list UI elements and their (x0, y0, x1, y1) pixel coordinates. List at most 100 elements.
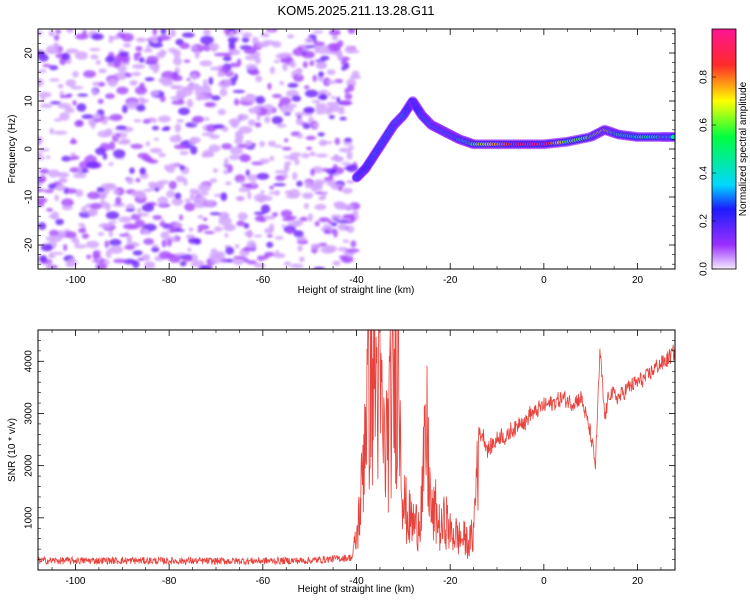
heatmap-cell (154, 187, 160, 192)
snr-panel: -100 -80 -60 -40 -20 0 20 1000 2000 3000 4000 Hei… (7, 329, 676, 595)
heatmap-cell (255, 95, 266, 105)
heatmap-cell (253, 211, 266, 215)
heatmap-cell (92, 250, 100, 259)
heatmap-cell (305, 135, 317, 141)
heatmap-cell (108, 141, 116, 151)
heatmap-cell (174, 123, 182, 133)
heatmap-cell (350, 240, 357, 248)
heatmap-cell (237, 113, 249, 121)
heatmap-cell (57, 172, 70, 178)
heatmap-cell (137, 152, 150, 159)
colorbar-tick-label: 0.0 (699, 262, 710, 276)
heatmap-cell (145, 141, 151, 147)
heatmap-cell (188, 237, 200, 244)
x-tick-label: -100 (65, 576, 85, 587)
heatmap-cell (49, 65, 59, 71)
heatmap-cell (90, 54, 99, 60)
heatmap-cell (49, 78, 60, 82)
heatmap-cell (179, 261, 187, 267)
heatmap-cell (201, 132, 214, 137)
heatmap-cell (51, 251, 64, 255)
heatmap-cell (227, 164, 233, 173)
heatmap-cell (91, 33, 104, 41)
heatmap-cell (344, 45, 355, 54)
heatmap-cell (295, 117, 303, 126)
heatmap-cell (353, 210, 359, 215)
heatmap-cell (341, 162, 351, 166)
heatmap-cell (261, 195, 273, 201)
heatmap-cell (90, 122, 96, 129)
heatmap-cell (126, 234, 133, 244)
heatmap-cell (256, 42, 270, 48)
heatmap-cell (222, 56, 232, 62)
heatmap-cell (186, 98, 194, 108)
heatmap-cell (346, 225, 355, 233)
heatmap-cell (326, 69, 336, 76)
heatmap-cell (70, 85, 84, 90)
heatmap-cell (326, 168, 337, 175)
heatmap-cell (341, 66, 347, 71)
heatmap-cell (85, 240, 100, 249)
heatmap-cell (126, 177, 134, 185)
heatmap-cell (260, 204, 271, 214)
heatmap-cell (199, 60, 213, 67)
heatmap-cell (55, 29, 62, 34)
heatmap-cell (38, 53, 49, 62)
heatmap-cell (123, 43, 132, 48)
heatmap-cell (92, 113, 102, 120)
heatmap-cell (243, 47, 257, 55)
heatmap-cell (328, 219, 333, 225)
heatmap-cell (299, 216, 308, 222)
heatmap-cell (332, 260, 341, 266)
heatmap-cell (204, 102, 216, 108)
heatmap-cell (77, 166, 82, 174)
heatmap-cell (143, 188, 153, 192)
heatmap-cell (297, 245, 303, 252)
heatmap-cell (340, 204, 354, 210)
heatmap-cell (139, 167, 146, 175)
heatmap-cell (229, 30, 235, 38)
heatmap-cell (152, 29, 158, 36)
heatmap-cell (336, 40, 344, 47)
colorbar: 0.0 0.2 0.4 0.6 0.8 Normalized spectral ampl… (699, 28, 749, 276)
heatmap-cell (336, 96, 341, 103)
heatmap-cell (73, 244, 87, 249)
heatmap-cell (118, 233, 129, 237)
heatmap-cell (109, 114, 123, 121)
heatmap-cell (337, 247, 348, 252)
heatmap-noise (38, 29, 362, 269)
heatmap-cell (102, 152, 108, 160)
heatmap-cell (161, 239, 167, 248)
heatmap-cell (304, 89, 319, 98)
heatmap-cell (296, 133, 304, 139)
heatmap-cell (151, 246, 160, 253)
heatmap-cell (141, 229, 150, 234)
heatmap-cell (320, 55, 330, 61)
heatmap-cell (171, 228, 185, 232)
heatmap-cell (115, 133, 121, 137)
heatmap-cell (246, 260, 258, 265)
heatmap-cell (189, 193, 196, 201)
heatmap-cell (171, 197, 183, 206)
heatmap-cell (133, 119, 142, 123)
heatmap-cell (55, 183, 66, 191)
heatmap-cell (234, 244, 240, 249)
x-tick-label: -100 (65, 275, 85, 286)
heatmap-cell (205, 151, 215, 158)
heatmap-cell (294, 112, 304, 117)
y-tick-label: 3000 (24, 402, 35, 425)
heatmap-cell (98, 68, 107, 74)
colorbar-tick-label: 0.6 (699, 118, 710, 132)
heatmap-cell (307, 213, 313, 222)
heatmap-cell (91, 88, 98, 96)
heatmap-cell (95, 59, 101, 66)
heatmap-cell (135, 104, 146, 112)
heatmap-cell (279, 97, 292, 105)
heatmap-cell (61, 52, 71, 61)
heatmap-cell (209, 212, 222, 216)
heatmap-cell (227, 36, 238, 44)
heatmap-cell (181, 32, 195, 38)
snr-x-label: Height of straight line (km) (298, 584, 415, 595)
heatmap-cell (153, 137, 159, 141)
heatmap-cell (303, 85, 310, 90)
